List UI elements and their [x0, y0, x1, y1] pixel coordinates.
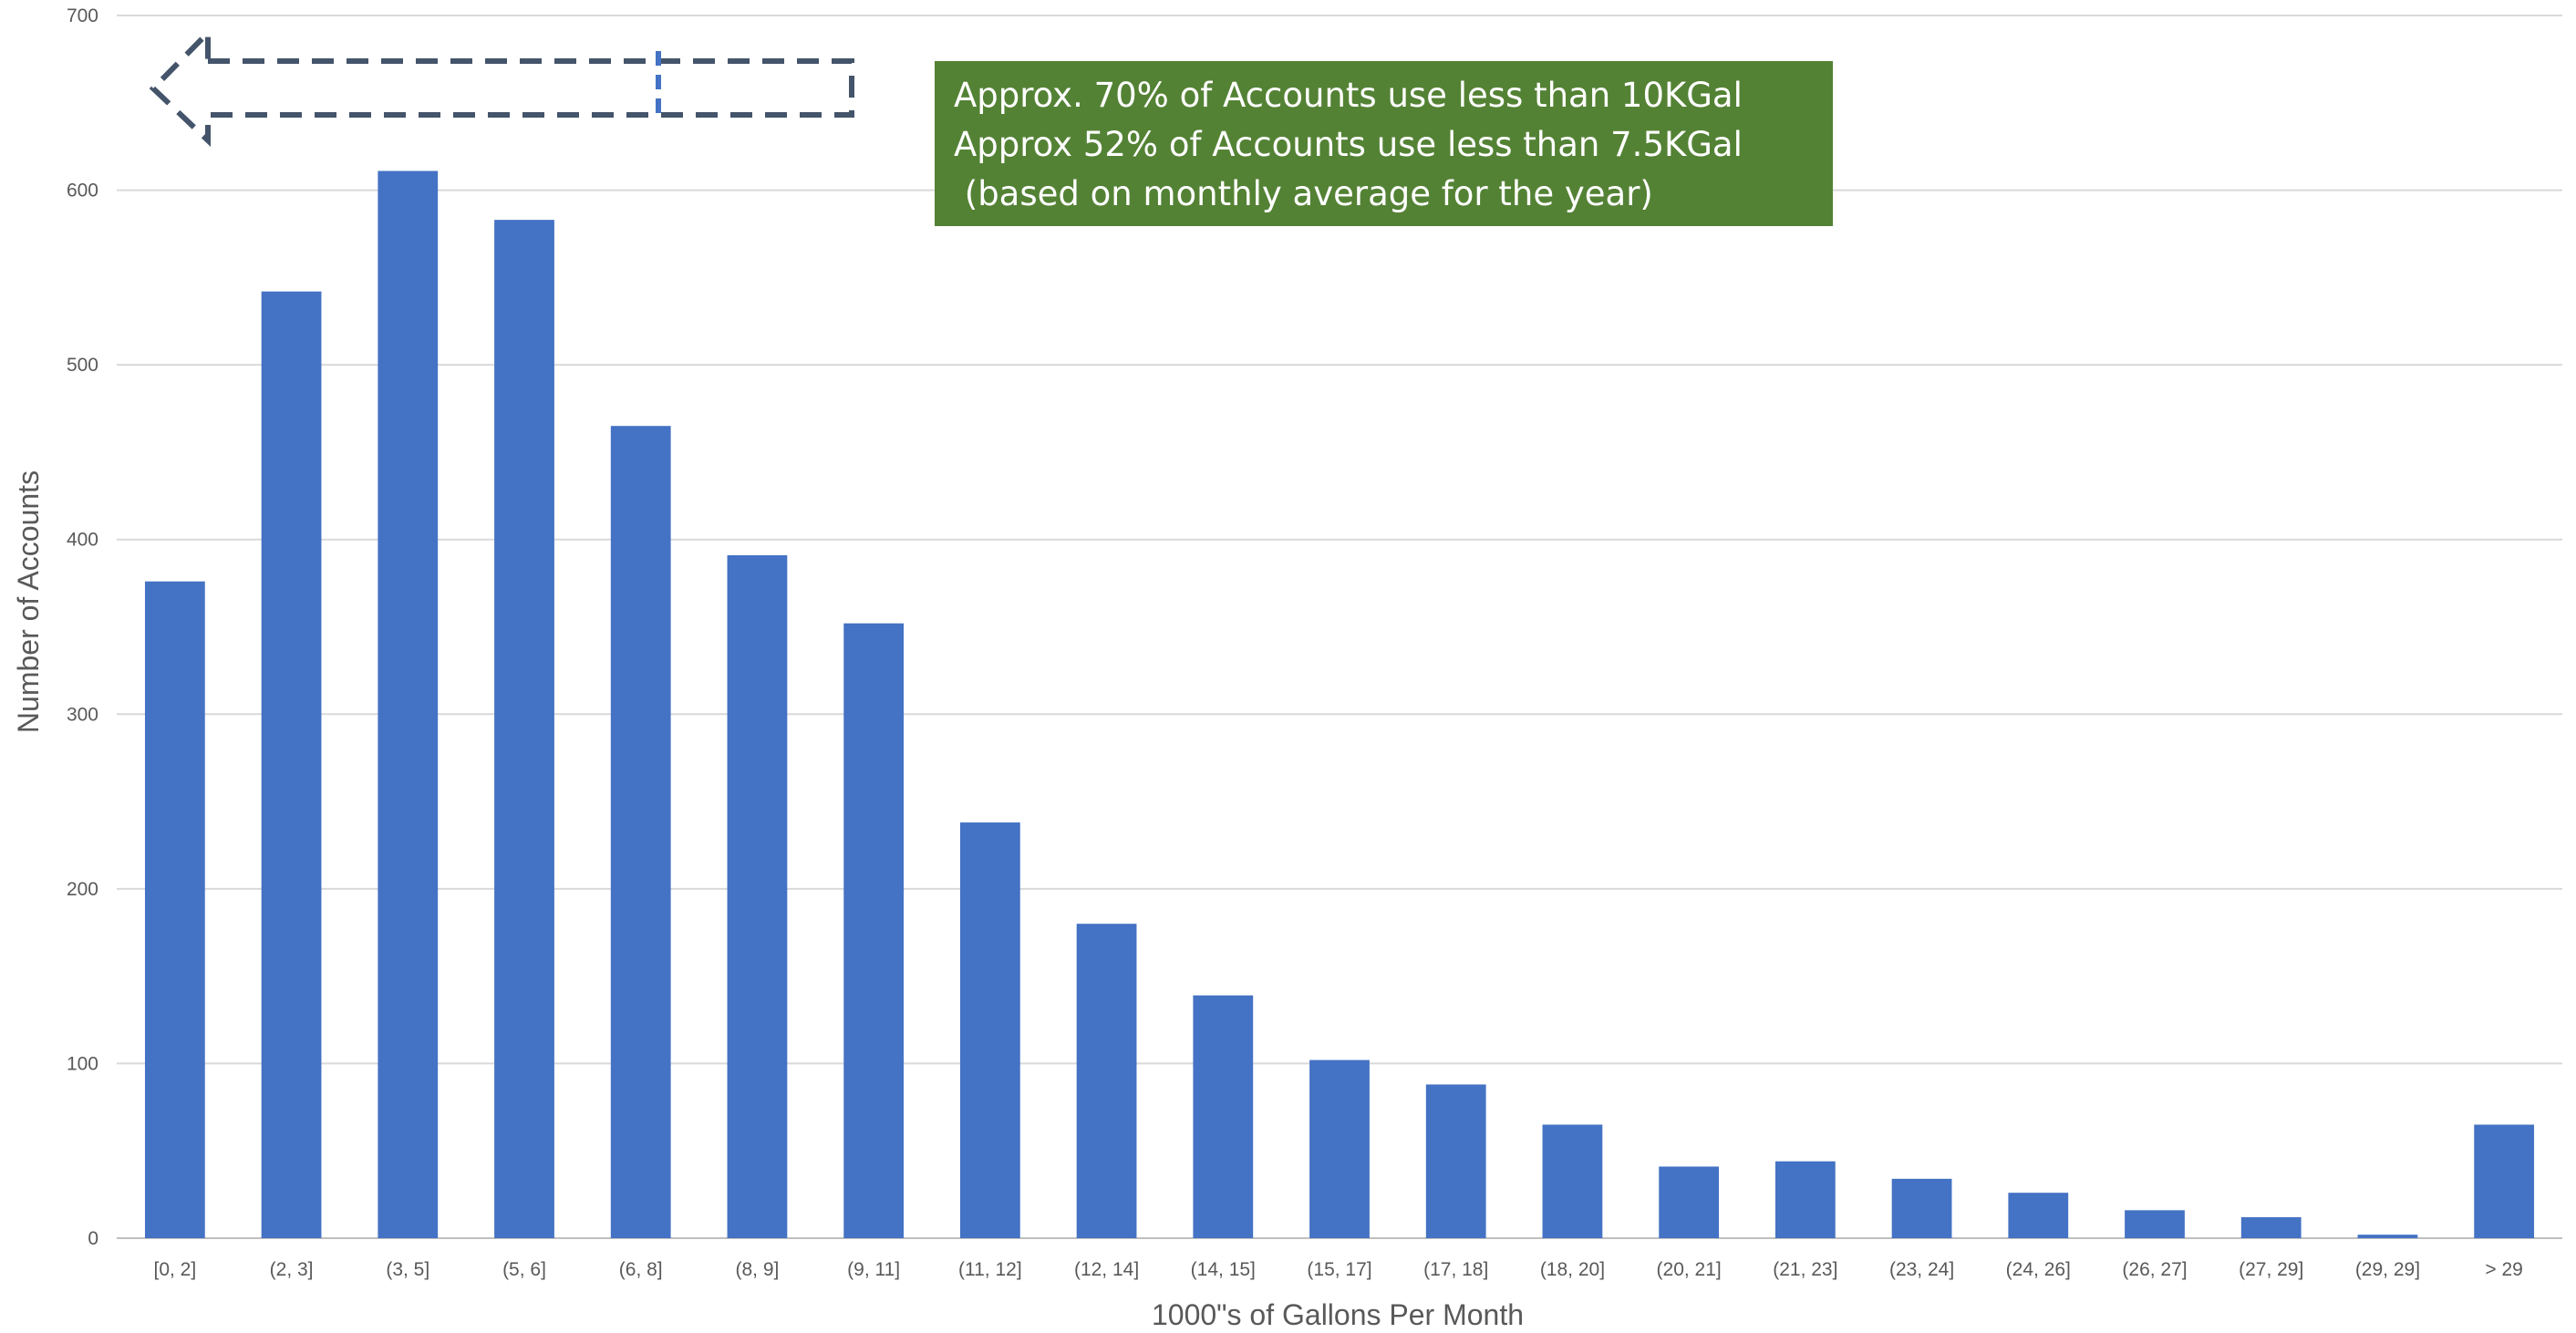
bar	[1309, 1059, 1370, 1238]
bar	[2125, 1210, 2185, 1238]
bar	[378, 170, 439, 1239]
x-tick-label: (24, 26]	[2006, 1259, 2071, 1280]
bar	[1193, 995, 1254, 1238]
bar	[1891, 1178, 1952, 1238]
bar	[494, 220, 554, 1239]
x-tick-label: (5, 6]	[502, 1259, 546, 1280]
bar	[2357, 1235, 2418, 1238]
x-tick-label: (14, 15]	[1191, 1259, 1256, 1280]
x-tick-label: (27, 29]	[2239, 1259, 2303, 1280]
annotation-background	[935, 61, 1833, 226]
bar	[1425, 1084, 1486, 1238]
bar	[2240, 1217, 2302, 1238]
y-tick-label: 200	[67, 879, 98, 900]
bar	[2008, 1193, 2069, 1238]
bar	[1076, 924, 1137, 1238]
y-tick-label: 600	[67, 181, 98, 202]
annotation-line-1: Approx. 70% of Accounts use less than 10…	[954, 76, 1743, 115]
left-arrow-annotation	[149, 26, 854, 147]
x-tick-labels: [0, 2] (2, 3] (3, 5] (5, 6] (6, 8] (8, 9] (9, …	[154, 1259, 2523, 1280]
y-tick-label: 300	[67, 704, 98, 725]
x-tick-label: (15, 17]	[1307, 1259, 1371, 1280]
bar	[727, 554, 788, 1238]
x-tick-label: (12, 14]	[1074, 1259, 1139, 1280]
y-tick-label: 100	[67, 1053, 98, 1074]
x-tick-label: (20, 21]	[1657, 1259, 1722, 1280]
x-tick-label: (21, 23]	[1773, 1259, 1837, 1280]
x-tick-label: > 29	[2485, 1259, 2522, 1280]
x-tick-label: (23, 24]	[1889, 1259, 1954, 1280]
y-tick-label: 0	[88, 1228, 98, 1249]
y-tick-label: 400	[67, 530, 98, 551]
bar	[261, 291, 322, 1238]
x-tick-label: (11, 12]	[958, 1259, 1022, 1280]
bar	[959, 822, 1020, 1238]
y-tick-labels: 0 100 200 300 400 500 600 700	[67, 5, 98, 1249]
x-tick-label: (6, 8]	[619, 1259, 663, 1280]
y-tick-label: 700	[67, 5, 98, 26]
x-axis-title: 1000"s of Gallons Per Month	[1152, 1298, 1524, 1331]
bar	[843, 623, 905, 1238]
bar	[610, 426, 671, 1238]
x-tick-label: (29, 29]	[2355, 1259, 2420, 1280]
x-tick-label: (9, 11]	[847, 1259, 900, 1280]
x-tick-label: (26, 27]	[2122, 1259, 2187, 1280]
annotation-box: Approx. 70% of Accounts use less than 10…	[935, 61, 1833, 226]
x-tick-label: (8, 9]	[735, 1259, 779, 1280]
y-axis-title: Number of Accounts	[12, 470, 45, 733]
x-tick-label: [0, 2]	[154, 1259, 197, 1280]
bars	[144, 170, 2535, 1239]
bar	[1542, 1124, 1603, 1238]
x-tick-label: (2, 3]	[270, 1259, 314, 1280]
annotation-line-3: (based on monthly average for the year)	[954, 174, 1653, 213]
x-tick-label: (17, 18]	[1423, 1259, 1488, 1280]
bar	[144, 581, 205, 1238]
bar	[2474, 1124, 2535, 1238]
annotation-line-2: Approx 52% of Accounts use less than 7.5…	[954, 125, 1743, 164]
y-tick-label: 500	[67, 355, 98, 376]
x-tick-label: (3, 5]	[386, 1259, 429, 1280]
bar	[1774, 1161, 1836, 1238]
bar	[1659, 1166, 1720, 1238]
dashed-left-arrow-icon	[149, 26, 854, 147]
x-tick-label: (18, 20]	[1540, 1259, 1605, 1280]
